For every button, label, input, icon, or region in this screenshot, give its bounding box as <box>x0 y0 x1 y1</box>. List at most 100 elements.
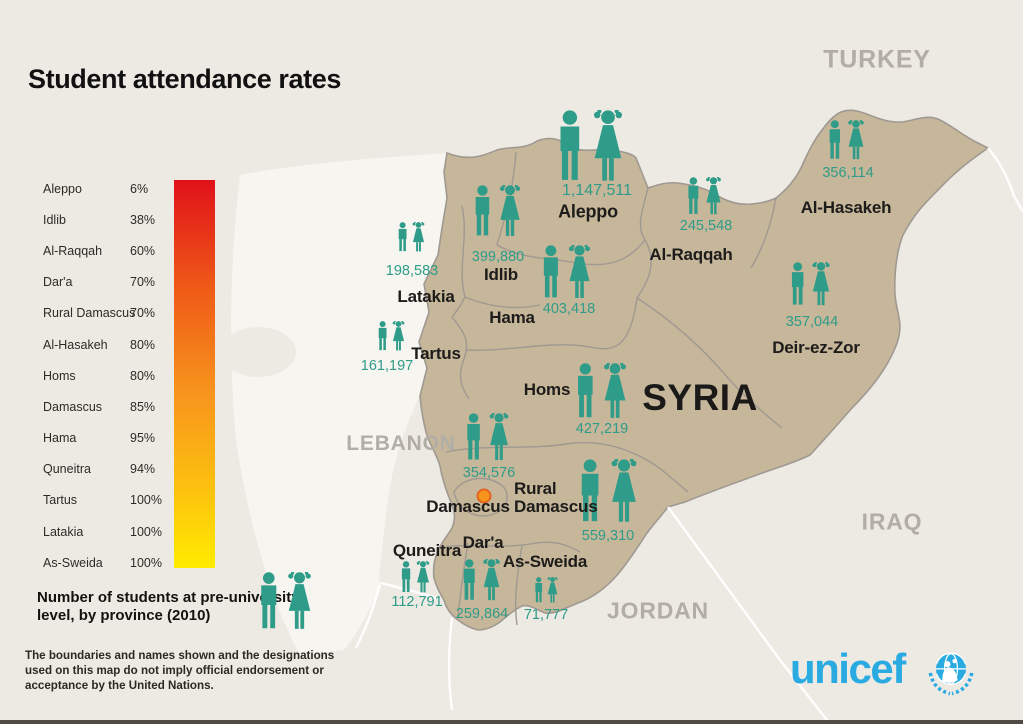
students-icons <box>377 321 406 351</box>
disclaimer-line-1: The boundaries and names shown and the d… <box>25 649 335 662</box>
girl-icon <box>498 185 522 237</box>
boy-icon <box>472 185 493 237</box>
girl-icon <box>591 110 624 182</box>
legend-row: Hama 95% <box>43 423 203 454</box>
boy-icon <box>534 577 544 603</box>
girl-icon <box>567 245 592 299</box>
girl-icon <box>705 177 722 215</box>
province-label: As-Sweida <box>502 552 588 571</box>
student-count: 356,114 <box>822 165 874 181</box>
legend-province: Hama <box>43 431 77 446</box>
legend-province: Rural Damascus <box>43 306 136 321</box>
student-count: 399,880 <box>471 249 525 265</box>
student-count: 245,548 <box>679 218 733 234</box>
girl-icon <box>811 262 831 306</box>
subtitle-icons <box>257 572 313 630</box>
legend-province: Tartus <box>43 493 78 508</box>
legend-rate: 6% <box>130 181 149 196</box>
subtitle-line-2: level, by province (2010) <box>37 607 211 624</box>
girl-icon <box>602 363 628 419</box>
bottom-border-bar <box>0 720 1023 724</box>
boy-icon <box>827 120 843 160</box>
province-label: Hama <box>489 308 535 327</box>
disclaimer-line-2: used on this map do not imply official e… <box>25 663 324 677</box>
un-disclaimer: The boundaries and names shown and the d… <box>25 649 334 693</box>
students-icons <box>827 120 865 160</box>
province-label: Tartus <box>411 344 461 363</box>
girl-icon <box>547 577 559 603</box>
boy-icon <box>789 262 807 306</box>
legend-rate: 38% <box>130 212 156 227</box>
legend-row: Al-Raqqah 60% <box>43 235 203 266</box>
province-label: Homs <box>523 380 571 399</box>
students-icons <box>461 559 501 601</box>
legend-row: Rural Damascus 70% <box>43 298 203 329</box>
subtitle-note: Number of students at pre-university lev… <box>37 589 300 625</box>
legend-row: Idlib 38% <box>43 204 203 235</box>
legend-province: Al-Hasakeh <box>43 337 108 352</box>
legend-rate: 100% <box>130 555 162 570</box>
boy-icon <box>257 572 280 630</box>
attendance-legend: Aleppo 6% Idlib 38% Al-Raqqah 60% Dar'a 70% … <box>43 173 203 578</box>
boy-icon <box>377 321 389 351</box>
province-label: Damascus <box>426 497 510 516</box>
boy-icon <box>461 559 478 601</box>
boy-icon <box>686 177 701 215</box>
student-count: 161,197 <box>360 358 414 374</box>
legend-rate: 60% <box>130 243 156 258</box>
legend-row: Homs 80% <box>43 360 203 391</box>
girl-icon <box>416 561 431 593</box>
legend-row: Latakia 100% <box>43 516 203 547</box>
girl-icon <box>412 222 426 252</box>
legend-province: Dar'a <box>43 275 73 290</box>
students-icons <box>464 413 510 461</box>
boy-icon <box>400 561 413 593</box>
legend-province: As-Sweida <box>43 555 103 570</box>
student-count: 403,418 <box>542 301 596 317</box>
province-label: Aleppo <box>558 201 618 222</box>
legend-rate: 95% <box>130 431 156 446</box>
legend-row: Al-Hasakeh 80% <box>43 329 203 360</box>
girl-icon <box>482 559 501 601</box>
student-count: 71,777 <box>523 607 569 623</box>
subtitle-line-1: Number of students at pre-university <box>37 589 300 606</box>
legend-row: Quneitra 94% <box>43 454 203 485</box>
student-count: 559,310 <box>581 528 635 544</box>
legend-province: Latakia <box>43 524 84 539</box>
province-label: Idlib <box>484 265 518 284</box>
boy-icon <box>574 363 596 419</box>
province-label: Deir-ez-Zor <box>772 338 860 357</box>
students-icons <box>555 110 624 182</box>
legend-rate: 100% <box>130 524 162 539</box>
country-label-turkey: TURKEY <box>823 45 931 74</box>
student-count: 1,147,511 <box>562 182 632 199</box>
legend-rate: 100% <box>130 493 162 508</box>
cyprus-island <box>220 327 296 377</box>
legend-row: Damascus 85% <box>43 391 203 422</box>
students-icons <box>686 177 722 215</box>
student-count: 259,864 <box>455 606 509 622</box>
disclaimer-line-3: acceptance by the United Nations. <box>25 678 214 692</box>
boy-icon <box>555 110 584 182</box>
students-icons <box>400 561 431 593</box>
boy-icon <box>540 245 562 299</box>
girl-icon <box>609 459 638 523</box>
province-label: Quneitra <box>392 541 462 560</box>
legend-rate: 85% <box>130 399 156 414</box>
province-label: Rural Damascus <box>514 479 598 516</box>
boy-icon <box>397 222 409 252</box>
country-label-jordan: JORDAN <box>607 597 709 624</box>
province-boundaries <box>437 151 783 626</box>
girl-icon <box>392 321 406 351</box>
students-icons <box>534 577 559 603</box>
girl-icon <box>847 120 865 160</box>
page-title: Student attendance rates <box>28 64 341 94</box>
legend-province: Quneitra <box>43 462 91 477</box>
students-icons <box>574 363 628 419</box>
province-label: Al-Raqqah <box>649 245 733 264</box>
students-icons <box>472 185 522 237</box>
legend-province: Homs <box>43 368 76 383</box>
country-label-lebanon: LEBANON <box>346 432 456 455</box>
unicef-wordmark: unicef <box>790 645 906 692</box>
